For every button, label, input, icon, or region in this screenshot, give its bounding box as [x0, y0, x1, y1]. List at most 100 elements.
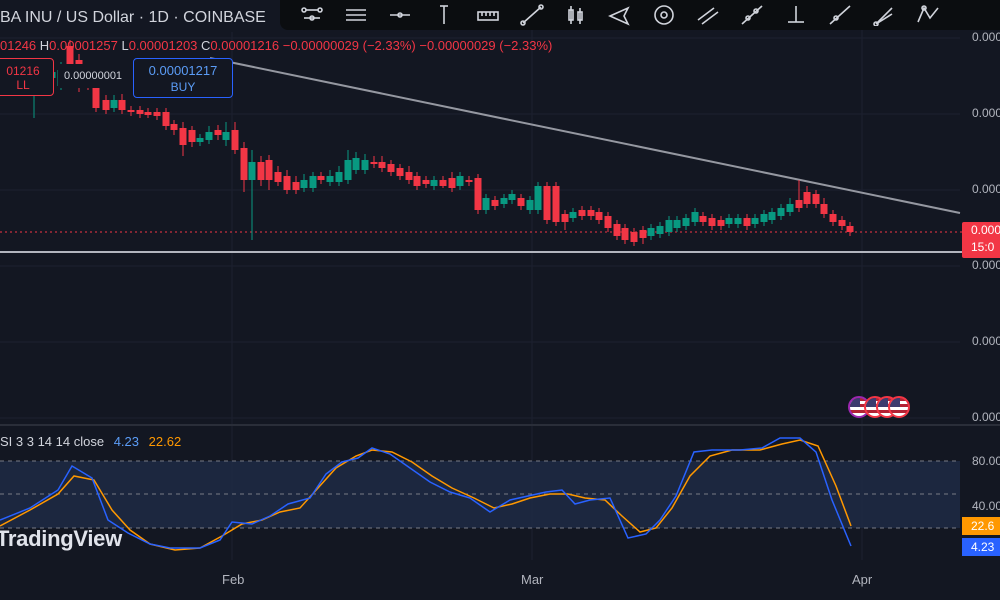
trend-line-icon[interactable]: [510, 0, 554, 30]
price-axis-label: 0.000: [972, 334, 1000, 348]
circle-icon[interactable]: [642, 0, 686, 30]
candle-body: [118, 100, 126, 110]
high-value: 0.00001257: [49, 38, 118, 53]
ohlc-legend: 01246 H0.00001257 L0.00001203 C0.0000121…: [0, 38, 552, 53]
rsi-name: SI 3 3 14 14 close: [0, 434, 105, 449]
candle-body: [465, 180, 473, 182]
candle-body: [162, 112, 170, 126]
candle-body: [102, 100, 110, 110]
change-value: −0.00000029 (−2.33%): [282, 38, 416, 53]
candle-body: [214, 130, 222, 135]
candle-body: [595, 212, 603, 220]
candle-body: [378, 162, 386, 168]
candle-body: [361, 160, 369, 170]
candle-body: [439, 180, 447, 186]
candle-body: [561, 214, 569, 222]
candle-body: [153, 112, 161, 116]
candle-body: [222, 132, 230, 140]
candle-body: [812, 194, 820, 204]
candle-body: [526, 200, 534, 210]
candle-body: [621, 228, 629, 240]
ruler-icon[interactable]: [466, 0, 510, 30]
candle-body: [699, 216, 707, 222]
candle-body: [170, 124, 178, 130]
candle-body: [240, 148, 248, 180]
bar-countdown: 15:0: [971, 240, 995, 254]
price-axis-label: 0.000: [972, 182, 1000, 196]
candle-body: [569, 212, 577, 218]
rsi-d-value: 22.62: [148, 434, 182, 449]
economic-events[interactable]: [842, 396, 910, 420]
anchor-icon[interactable]: [774, 0, 818, 30]
symbol-title[interactable]: BA INU / US Dollar · 1D · COINBASE: [0, 4, 274, 32]
price-axis-label: 0.000: [972, 410, 1000, 424]
candle-body: [274, 172, 282, 182]
candle-body: [604, 216, 612, 228]
candle-body: [846, 226, 854, 232]
candle-body: [751, 218, 759, 224]
candle-body: [743, 218, 751, 226]
rsi-d-tag: 22.6: [962, 517, 1000, 535]
price-axis-label: 0.000: [972, 30, 1000, 44]
ray-icon[interactable]: [818, 0, 862, 30]
fan-icon[interactable]: [862, 0, 906, 30]
candle-body: [829, 214, 837, 222]
horizontal-line-icon[interactable]: [378, 0, 422, 30]
time-axis-label: Feb: [222, 572, 245, 587]
rsi-axis-label: 80.00: [972, 454, 1000, 468]
parallel-channel-icon[interactable]: [686, 0, 730, 30]
candle-body: [188, 130, 196, 142]
candle-body: [352, 158, 360, 170]
candle-body: [734, 218, 742, 224]
candle-body: [283, 176, 291, 190]
candle-body: [786, 204, 794, 212]
candle-body: [656, 226, 664, 234]
candle-body: [803, 192, 811, 204]
us-flag-icon[interactable]: [888, 396, 910, 418]
buy-button[interactable]: 0.00001217 BUY: [133, 58, 233, 98]
candle-body: [413, 176, 421, 186]
rsi-legend[interactable]: SI 3 3 14 14 close 4.23 22.62: [0, 434, 181, 449]
candle-body: [820, 204, 828, 214]
candle-body: [292, 182, 300, 190]
candle-body: [387, 164, 395, 172]
vertical-line-icon[interactable]: [422, 0, 466, 30]
candle-body: [205, 132, 213, 140]
price-axis-label: 0.000: [972, 106, 1000, 120]
close-label: C: [201, 38, 211, 53]
candle-body: [136, 110, 144, 114]
candle-body: [508, 194, 516, 200]
triangle-pattern-icon[interactable]: [906, 0, 950, 30]
candle-body: [717, 220, 725, 226]
rsi-axis-label: 40.00: [972, 499, 1000, 513]
candle-body: [127, 110, 135, 112]
candle-body: [265, 160, 273, 180]
pitchfork-icon[interactable]: [598, 0, 642, 30]
candle-body: [317, 176, 325, 180]
candles-icon[interactable]: [554, 0, 598, 30]
candle-body: [552, 186, 560, 222]
candle-body: [725, 218, 733, 224]
lines-icon[interactable]: [334, 0, 378, 30]
candle-body: [708, 218, 716, 226]
candle-body: [647, 228, 655, 236]
candle-body: [474, 178, 482, 210]
candle-body: [613, 224, 621, 236]
sell-button[interactable]: 01216 LL: [0, 58, 54, 96]
candle-body: [370, 162, 378, 164]
extended-line-icon[interactable]: [730, 0, 774, 30]
candle-body: [309, 176, 317, 188]
candle-body: [665, 220, 673, 232]
spread-value: 0.00000001: [58, 64, 128, 88]
change-value-2: −0.00000029 (−2.33%): [419, 38, 553, 53]
low-label: L: [121, 38, 129, 53]
indicators-icon[interactable]: [290, 0, 334, 30]
candle-body: [760, 214, 768, 222]
candle-body: [777, 208, 785, 216]
candle-body: [396, 168, 404, 176]
time-axis-label: Apr: [852, 572, 873, 587]
candle-body: [196, 138, 204, 142]
time-axis-label: Mar: [521, 572, 544, 587]
candle-body: [491, 200, 499, 206]
trend-line: [209, 57, 961, 214]
